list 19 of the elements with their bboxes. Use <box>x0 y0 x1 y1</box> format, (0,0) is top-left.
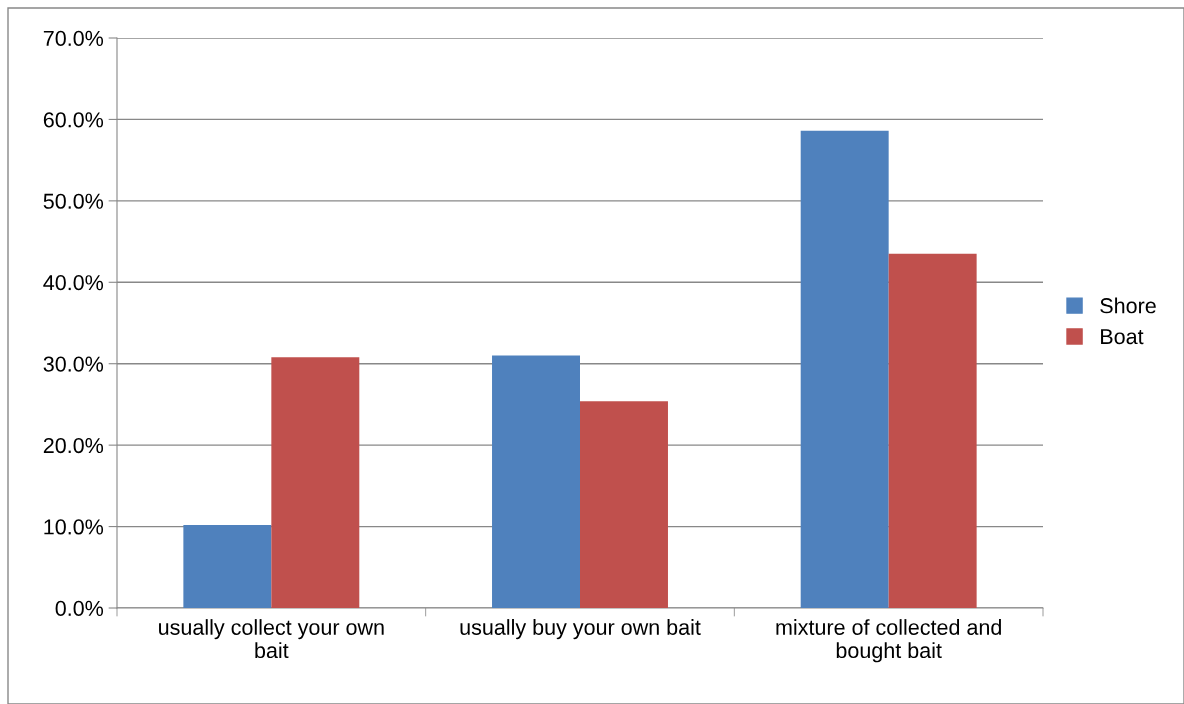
y-tick-label: 0.0% <box>55 600 104 617</box>
x-tick-label: usually buy your own bait <box>460 619 701 640</box>
y-tick-label: 40.0% <box>43 275 104 291</box>
x-tick-label: usually collect your own bait <box>159 619 384 659</box>
bar <box>492 355 580 608</box>
y-tick-label: 20.0% <box>43 437 104 454</box>
y-tick-label: 50.0% <box>43 193 104 209</box>
bar <box>183 524 272 608</box>
y-tick-label: 60.0% <box>43 112 104 128</box>
y-tick-label: 30.0% <box>43 356 104 372</box>
bar <box>580 401 668 608</box>
legend-label: Boat <box>1101 329 1144 345</box>
bar <box>271 357 360 608</box>
y-tick-label: 70.0% <box>43 30 104 47</box>
bar <box>800 130 889 608</box>
y-tick-label: 10.0% <box>44 519 104 535</box>
bar <box>888 253 977 608</box>
legend-label: Shore <box>1100 297 1156 314</box>
x-tick-label: mixture of collected and bought bait <box>776 619 1001 663</box>
